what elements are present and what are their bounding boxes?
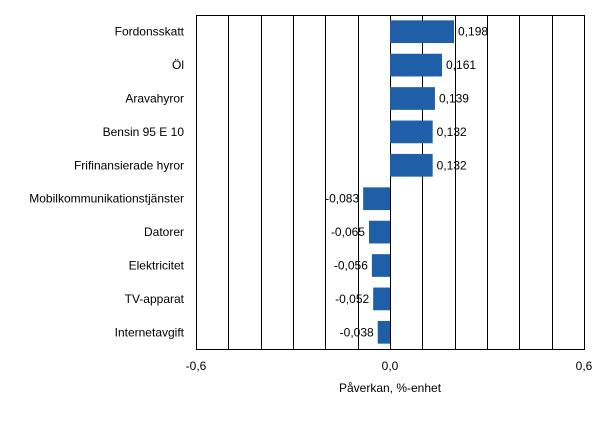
x-tick-label: -0,6 — [186, 359, 207, 373]
bar — [390, 87, 435, 110]
plot-area-frame — [196, 15, 585, 350]
bar — [390, 120, 433, 144]
bar — [377, 320, 390, 344]
category-label: Internetavgift — [115, 325, 185, 339]
value-labels: 0,198 0,161 0,139 0,132 0,132 -0,083 -0,065 -0,… — [325, 25, 488, 340]
value-label: 0,198 — [458, 25, 488, 39]
value-label: -0,038 — [340, 325, 374, 339]
category-label: Frifinansierade hyror — [74, 158, 184, 172]
category-label: TV-apparat — [125, 292, 185, 306]
bar — [373, 287, 390, 311]
value-label: 0,132 — [437, 125, 467, 139]
x-tick-label: 0,0 — [382, 359, 399, 373]
category-label: Elektricitet — [129, 259, 185, 273]
category-label: Fordonsskatt — [115, 25, 185, 39]
value-label: 0,139 — [439, 92, 469, 106]
bar — [390, 20, 455, 44]
value-label: -0,065 — [331, 225, 365, 239]
x-tick-label: 0,6 — [576, 359, 593, 373]
bar — [390, 153, 433, 177]
bar — [390, 53, 443, 77]
bar — [363, 187, 390, 211]
bars — [363, 20, 455, 344]
value-label: -0,083 — [325, 192, 359, 206]
category-label: Aravahyror — [125, 92, 184, 106]
value-label: -0,052 — [335, 292, 369, 306]
value-label: 0,132 — [437, 158, 467, 172]
value-label: 0,161 — [446, 58, 476, 72]
category-label: Mobilkommunikationstjänster — [29, 192, 184, 206]
x-axis-title: Påverkan, %-enhet — [339, 381, 442, 395]
bar — [368, 220, 390, 244]
category-label: Bensin 95 E 10 — [103, 125, 185, 139]
category-labels: Fordonsskatt Öl Aravahyror Bensin 95 E 10 Fr… — [29, 25, 184, 340]
value-label: -0,056 — [334, 259, 368, 273]
category-label: Öl — [172, 58, 184, 72]
x-tick-labels: -0,6 0,0 0,6 — [186, 359, 593, 373]
category-label: Datorer — [144, 225, 184, 239]
bar — [371, 254, 390, 277]
